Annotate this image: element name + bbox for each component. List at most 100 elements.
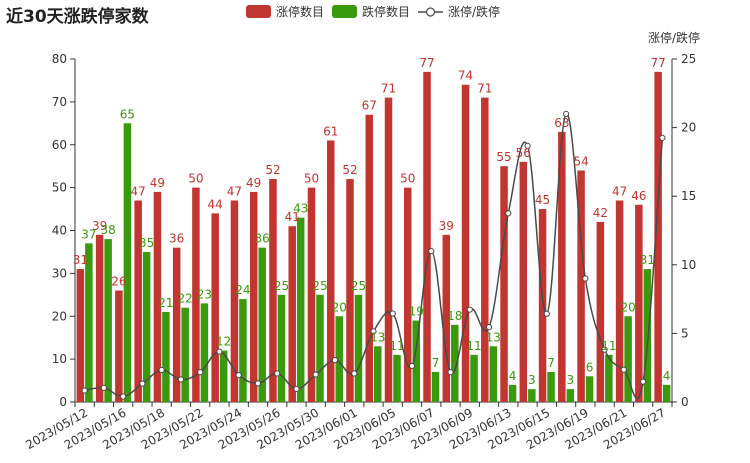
limit-down-bar bbox=[316, 294, 324, 402]
limit-down-value-label: 18 bbox=[447, 309, 462, 323]
left-axis-tick-label: 40 bbox=[52, 224, 67, 238]
limit-up-bar bbox=[76, 269, 85, 402]
limit-down-bar bbox=[566, 389, 575, 402]
ratio-point bbox=[485, 323, 493, 331]
limit-down-bar bbox=[85, 243, 93, 402]
limit-up-value-label: 31 bbox=[73, 253, 88, 267]
limit-up-value-label: 44 bbox=[208, 197, 223, 211]
limit-up-value-label: 50 bbox=[400, 172, 415, 186]
ratio-point bbox=[216, 348, 223, 355]
limit-up-value-label: 26 bbox=[111, 275, 126, 289]
left-axis-tick-label: 50 bbox=[52, 181, 67, 195]
limit-down-bar bbox=[200, 303, 209, 402]
legend-item-limit-up[interactable]: 涨停数目 bbox=[246, 4, 324, 19]
limit-down-bar bbox=[354, 294, 363, 402]
limit-down-bar bbox=[624, 316, 632, 402]
ratio-point bbox=[466, 306, 473, 313]
limit-up-bar bbox=[442, 234, 451, 402]
limit-down-bar bbox=[277, 294, 286, 402]
limit-down-bar bbox=[393, 354, 401, 402]
limit-down-value-label: 22 bbox=[178, 292, 193, 306]
limit-down-value-label: 11 bbox=[601, 339, 616, 353]
limit-down-value-label: 13 bbox=[370, 330, 385, 344]
limit-up-bar bbox=[211, 213, 219, 402]
limit-down-bar bbox=[662, 384, 671, 402]
ratio-point bbox=[601, 346, 608, 353]
limit-up-value-label: 47 bbox=[612, 184, 627, 198]
limit-down-bar bbox=[162, 311, 170, 402]
limit-down-value-label: 20 bbox=[620, 300, 635, 314]
limit-up-bar bbox=[288, 226, 296, 402]
chart-title: 近30天涨跌停家数 bbox=[6, 7, 149, 27]
limit-down-bar bbox=[181, 307, 189, 402]
ratio-point bbox=[543, 310, 550, 317]
ratio-point bbox=[428, 247, 435, 255]
limit-up-bar bbox=[500, 166, 508, 402]
legend-item-ratio[interactable]: 涨停/跌停 bbox=[418, 4, 500, 19]
ratio-point bbox=[331, 357, 339, 364]
legend[interactable]: 涨停数目 跌停数目 涨停/跌停 bbox=[246, 4, 500, 19]
limit-down-bar bbox=[219, 350, 228, 402]
limit-down-value-label: 36 bbox=[255, 232, 270, 246]
right-axis-tick-label: 25 bbox=[681, 52, 696, 66]
limit-up-value-label: 42 bbox=[593, 206, 608, 220]
limit-up-value-label: 39 bbox=[92, 219, 107, 233]
limit-up-bar bbox=[326, 140, 335, 402]
legend-label-ratio: 涨停/跌停 bbox=[448, 4, 500, 19]
ratio-line-group bbox=[81, 110, 666, 400]
limit-down-value-label: 24 bbox=[235, 283, 250, 297]
limit-up-value-label: 50 bbox=[304, 172, 319, 186]
limit-up-bar bbox=[365, 114, 373, 403]
limit-up-value-label: 56 bbox=[516, 146, 531, 160]
limit-down-bar bbox=[431, 371, 440, 402]
ratio-point bbox=[120, 393, 127, 400]
limit-up-value-label: 50 bbox=[188, 172, 203, 186]
ratio-point bbox=[293, 385, 300, 393]
limit-up-value-label: 45 bbox=[535, 193, 550, 207]
limit-down-value-label: 4 bbox=[663, 369, 671, 383]
limit-down-value-label: 11 bbox=[466, 339, 481, 353]
limit-down-value-label: 13 bbox=[486, 330, 501, 344]
ratio-point bbox=[100, 384, 107, 391]
limit-down-bar bbox=[508, 384, 517, 402]
left-axis-tick-label: 70 bbox=[52, 95, 67, 109]
limit-down-value-label: 65 bbox=[120, 107, 135, 121]
limit-up-bar bbox=[461, 84, 470, 402]
left-axis-tick-label: 30 bbox=[52, 266, 67, 280]
limit-down-bar bbox=[451, 324, 459, 402]
right-axis-label-group: 涨停/跌停 bbox=[648, 30, 700, 45]
limit-up-value-label: 49 bbox=[246, 176, 261, 190]
limit-up-bar bbox=[95, 234, 104, 402]
limit-up-value-label: 55 bbox=[496, 150, 511, 164]
limit-down-bar bbox=[585, 376, 594, 402]
limit-up-bar bbox=[192, 187, 200, 402]
left-axis-tick-label: 80 bbox=[52, 52, 67, 66]
limit-up-value-label: 47 bbox=[227, 184, 242, 198]
limit-up-value-label: 39 bbox=[439, 219, 454, 233]
legend-label-limit-down: 跌停数目 bbox=[362, 4, 410, 19]
ratio-point bbox=[235, 372, 242, 379]
limit-up-value-label: 74 bbox=[458, 69, 473, 83]
limit-down-value-label: 20 bbox=[332, 300, 347, 314]
limit-up-value-label: 61 bbox=[323, 124, 338, 138]
limit-up-value-label: 71 bbox=[381, 82, 396, 96]
limit-down-bar bbox=[643, 269, 652, 402]
legend-item-limit-down[interactable]: 跌停数目 bbox=[332, 4, 410, 19]
limit-up-bar bbox=[423, 71, 431, 403]
limit-down-value-label: 23 bbox=[197, 287, 212, 301]
limit-down-value-label: 7 bbox=[432, 356, 440, 370]
limit-down-bar bbox=[528, 389, 536, 402]
ratio-point bbox=[582, 275, 589, 282]
limit-down-bar bbox=[470, 354, 478, 402]
limit-down-bar bbox=[104, 239, 112, 402]
ratio-point bbox=[659, 134, 666, 141]
limit-up-bar bbox=[230, 200, 239, 402]
right-axis-tick-label: 20 bbox=[681, 121, 696, 135]
limit-down-bar bbox=[547, 371, 555, 402]
limit-down-bar bbox=[239, 299, 247, 402]
ratio-point bbox=[562, 110, 570, 117]
limit-up-bar bbox=[654, 71, 662, 403]
limit-down-value-label: 35 bbox=[139, 236, 154, 250]
bar-labels: 3137393826654735492136225023441247244936… bbox=[73, 56, 671, 387]
